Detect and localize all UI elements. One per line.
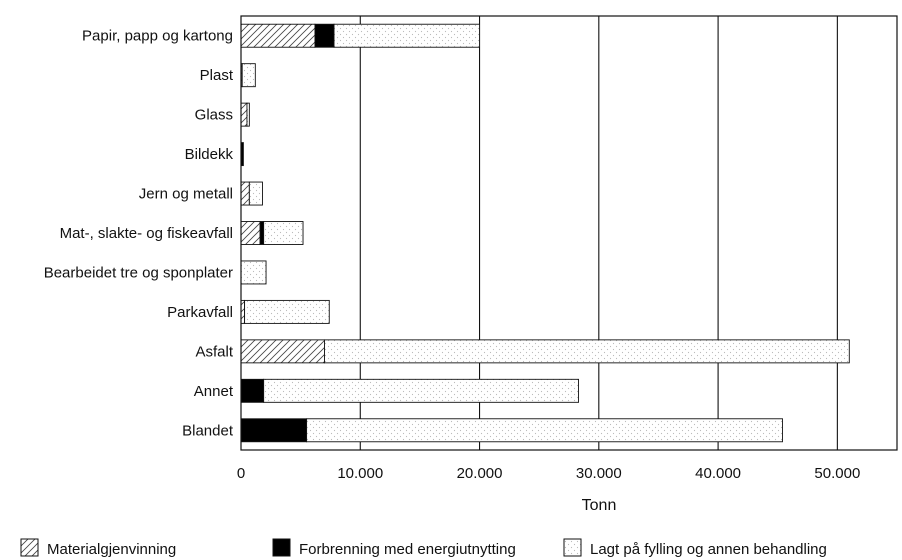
bar-segment <box>324 339 850 364</box>
x-tick-label: 0 <box>237 465 245 482</box>
bar-segment <box>240 181 250 206</box>
bar-segment <box>240 102 248 127</box>
bar-segment <box>248 181 263 206</box>
bar-segment <box>246 102 250 127</box>
bar-segment <box>259 221 265 245</box>
x-tick-label: 20.000 <box>457 465 503 482</box>
bar-segment <box>263 221 304 245</box>
x-tick-labels: 0 10.000 20.000 30.000 40.000 50.000 <box>237 465 860 482</box>
bar-segment <box>263 378 579 403</box>
category-label: Bearbeidet tre og sponplater <box>44 264 233 281</box>
category-label: Blandet <box>182 422 234 439</box>
bar-segment <box>240 378 265 403</box>
bar-segment <box>240 221 261 245</box>
category-labels: Papir, papp og kartong Plast Glass Bildekk J… <box>44 28 234 440</box>
x-axis-title: Tonn <box>582 497 617 514</box>
bar-segment <box>333 23 480 48</box>
bar-segment <box>306 418 783 443</box>
legend-label: Materialgjenvinning <box>47 541 176 558</box>
legend-label: Lagt på fylling og annen behandling <box>590 541 827 558</box>
bar-segment <box>244 299 330 324</box>
category-label: Asfalt <box>195 343 233 360</box>
x-tick-label: 50.000 <box>814 465 860 482</box>
bar-segment <box>240 260 267 285</box>
x-tick-label: 10.000 <box>337 465 383 482</box>
grid-lines <box>359 16 838 450</box>
category-label: Glass <box>195 107 233 124</box>
bar-segment <box>241 63 256 88</box>
legend-swatch <box>20 538 39 557</box>
category-label: Jern og metall <box>139 186 233 203</box>
x-tick-label: 40.000 <box>695 465 741 482</box>
category-label: Parkavfall <box>167 304 233 321</box>
category-label: Papir, papp og kartong <box>82 28 233 45</box>
legend-label: Forbrenning med energiutnytting <box>299 541 516 558</box>
x-tick-label: 30.000 <box>576 465 622 482</box>
category-label: Bildekk <box>185 146 234 163</box>
bar-segment <box>314 23 335 48</box>
plot-area-frame <box>240 15 898 451</box>
category-label: Mat-, slakte- og fiskeavfall <box>60 225 233 242</box>
bar-segment <box>240 339 325 364</box>
bars <box>240 23 850 443</box>
category-label: Annet <box>194 383 234 400</box>
category-label: Plast <box>200 67 234 84</box>
legend: Materialgjenvinning Forbrenning med energ… <box>20 538 827 558</box>
bar-segment <box>240 418 308 443</box>
bar-segment <box>240 23 316 48</box>
legend-swatch <box>272 538 291 557</box>
legend-swatch <box>563 538 582 557</box>
